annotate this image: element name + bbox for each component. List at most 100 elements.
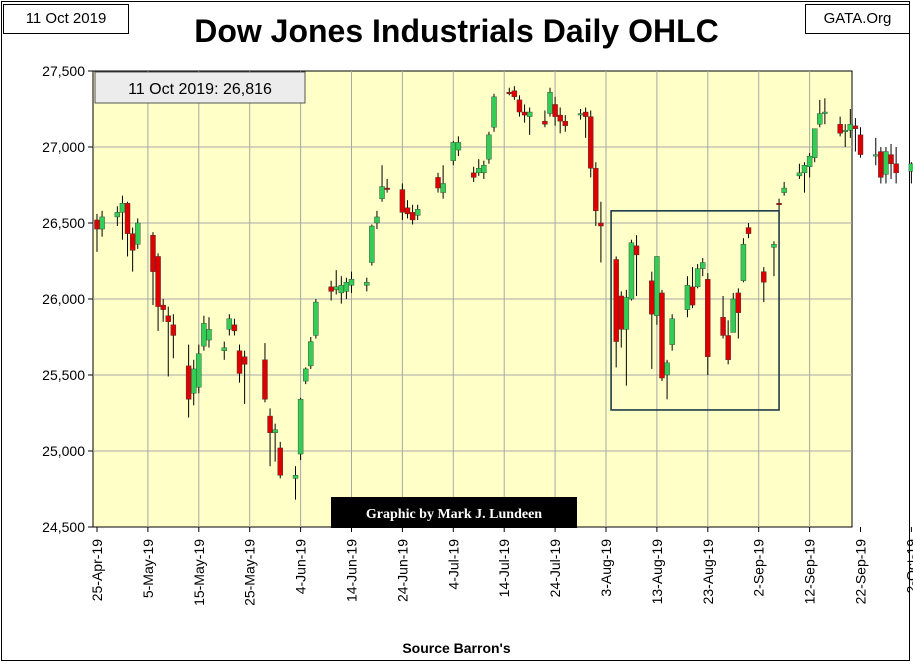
candle-body-up [221, 347, 227, 351]
candle-body-up [226, 318, 233, 330]
chart-title: Dow Jones Industrials Daily OHLC [194, 13, 719, 49]
candle [593, 162, 599, 227]
candle-body-up [669, 318, 675, 345]
candle-body-down [236, 350, 243, 374]
candle [440, 165, 446, 199]
candle [623, 289, 630, 386]
candle-body-up [664, 362, 670, 376]
candle-body-up [526, 111, 533, 117]
candle-body-up [740, 244, 747, 281]
candle [302, 367, 309, 385]
candle-body-down [160, 304, 166, 310]
candle-body-down [893, 163, 899, 174]
candle-body-down [659, 292, 665, 379]
candle [908, 162, 913, 184]
candle-body-down [557, 114, 563, 122]
candle [114, 206, 121, 227]
candle [664, 359, 670, 400]
candle-body-up [806, 155, 813, 167]
candle-body-up [694, 268, 701, 288]
candle [231, 318, 238, 336]
candle-body-down [878, 151, 884, 178]
candle-body-down [404, 207, 411, 215]
candle-body-up [847, 123, 854, 131]
candle-body-down [521, 111, 528, 116]
candle [893, 147, 899, 184]
candle-body-up [623, 297, 630, 330]
candle-body-up [481, 165, 487, 174]
candle [730, 292, 736, 333]
candle-body-down [277, 447, 283, 476]
candle [99, 210, 105, 237]
candle [124, 201, 131, 257]
candle [700, 257, 706, 277]
candle [588, 110, 594, 178]
candle-body-up [684, 285, 691, 310]
candle-body-down [593, 168, 599, 212]
candle [659, 289, 665, 382]
candle [308, 337, 314, 369]
candle-body-up [338, 285, 345, 294]
candle-body-up [730, 298, 736, 333]
candle [771, 241, 777, 277]
candle [369, 224, 375, 266]
candle-body-down [720, 317, 726, 336]
x-tick-label: 3-Aug-19 [598, 539, 614, 597]
y-tick-label: 26,000 [42, 291, 85, 307]
candle [689, 267, 696, 309]
x-tick-label: 4-Jul-19 [445, 539, 461, 590]
candle [155, 253, 161, 331]
candle [842, 124, 848, 147]
candle-body-up [476, 168, 482, 174]
candle-body-up [364, 282, 370, 286]
candle [165, 306, 171, 377]
chart-annotations [610, 210, 780, 411]
candle-body-down [582, 111, 589, 117]
candle [384, 178, 390, 193]
candle-body-up [654, 256, 660, 316]
candle [888, 143, 894, 179]
candle-body-up [297, 399, 304, 455]
candle [720, 295, 726, 339]
candle [817, 99, 823, 128]
candle-body-down [511, 90, 518, 98]
candle [705, 273, 711, 375]
y-tick-label: 24,500 [42, 519, 85, 535]
candle-body-down [435, 177, 441, 189]
credit-box: Graphic by Mark J. Lundeen [331, 497, 577, 528]
x-tick-label: 15-May-19 [191, 539, 207, 606]
candle [481, 160, 487, 179]
candle [857, 127, 864, 158]
candle [470, 166, 477, 182]
candle [292, 466, 299, 500]
range-box-annotation [610, 210, 780, 411]
candle-body-up [99, 216, 105, 230]
candle-body-up [628, 242, 635, 300]
candle-body-down [776, 203, 782, 205]
y-tick-label: 25,500 [42, 367, 85, 383]
candle-body-up [374, 216, 380, 224]
candle [883, 147, 889, 184]
candle [297, 397, 304, 461]
candle [582, 107, 589, 138]
candle-body-up [414, 209, 421, 216]
candle [547, 87, 553, 117]
candle [455, 136, 462, 157]
x-tick-label: 2-Sep-19 [751, 539, 767, 597]
candle-body-down [124, 203, 131, 234]
candle [409, 204, 416, 225]
candle [206, 317, 212, 348]
candle [654, 256, 660, 325]
candle-body-up [333, 286, 339, 291]
candle [414, 204, 421, 220]
candle [491, 93, 497, 132]
candle [313, 299, 319, 339]
candle-body-down [470, 172, 477, 178]
x-tick-label: 14-Jun-19 [344, 539, 360, 602]
candle-body-up [486, 134, 492, 160]
candle-body-up [883, 151, 889, 175]
candle-body-down [384, 187, 390, 190]
candle-body-down [170, 324, 177, 336]
x-tick-label: 12-Sep-19 [802, 539, 818, 605]
candle-body-up [491, 96, 497, 128]
